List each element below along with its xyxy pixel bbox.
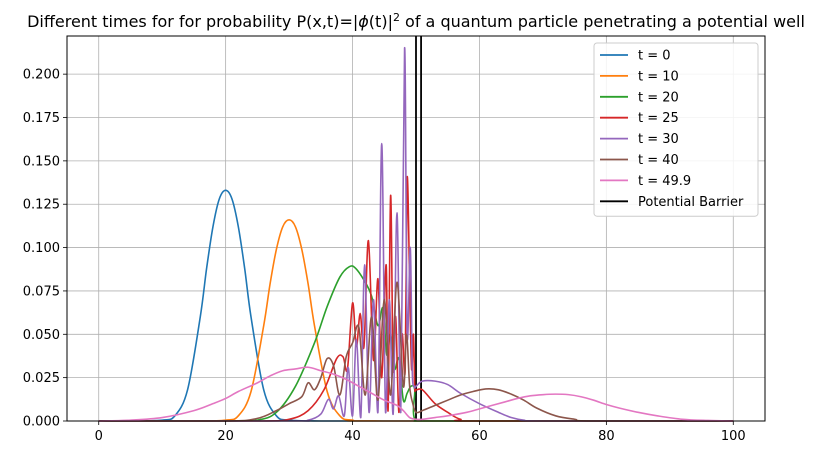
legend-label: t = 40 — [638, 153, 679, 168]
series-line-3 — [98, 175, 734, 422]
legend-label: Potential Barrier — [638, 195, 744, 210]
y-tick-label: 0.075 — [23, 284, 60, 299]
series-line-1 — [98, 219, 734, 422]
potential-barrier — [415, 36, 422, 421]
legend-label: t = 10 — [638, 69, 679, 84]
legend-label: t = 0 — [638, 49, 671, 64]
legend-label: t = 25 — [638, 111, 679, 126]
title-phi: ϕ — [358, 12, 369, 31]
y-tick-label: 0.050 — [23, 328, 60, 343]
axis-ticks: 0 20 40 60 80 100 0.000 0.025 0.050 0.075 0.100 0.1… — [23, 68, 746, 444]
chart-title: Different times for for probability P(x,… — [27, 11, 805, 31]
legend-label: t = 30 — [638, 132, 679, 147]
series-line-6 — [98, 366, 734, 422]
y-tick-label: 0.200 — [23, 68, 60, 83]
y-tick-label: 0.150 — [23, 154, 60, 169]
x-tick-label: 60 — [471, 429, 488, 444]
legend-label: t = 49.9 — [638, 174, 691, 189]
y-tick-label: 0.175 — [23, 111, 60, 126]
x-tick-label: 20 — [217, 429, 234, 444]
title-close: | — [388, 12, 393, 31]
x-tick-label: 40 — [344, 429, 361, 444]
y-tick-label: 0.125 — [23, 198, 60, 213]
legend: t = 0 t = 10 t = 20 t = 25 t = 30 t = 40 t = 4… — [593, 42, 759, 217]
x-tick-label: 0 — [95, 429, 103, 444]
legend-box — [593, 42, 759, 217]
y-tick-label: 0.100 — [23, 241, 60, 256]
series-line-5 — [98, 281, 734, 422]
legend-label: t = 20 — [638, 90, 679, 105]
plot-frame — [66, 35, 766, 422]
title-arg: (t) — [369, 12, 388, 31]
y-tick-label: 0.000 — [23, 415, 60, 430]
title-superscript: 2 — [393, 11, 400, 24]
title-prefix: Different times for for probability P(x,… — [27, 12, 358, 31]
y-tick-label: 0.025 — [23, 371, 60, 386]
x-tick-label: 100 — [721, 429, 746, 444]
title-suffix: of a quantum particle penetrating a pote… — [400, 12, 805, 31]
x-tick-label: 80 — [598, 429, 615, 444]
